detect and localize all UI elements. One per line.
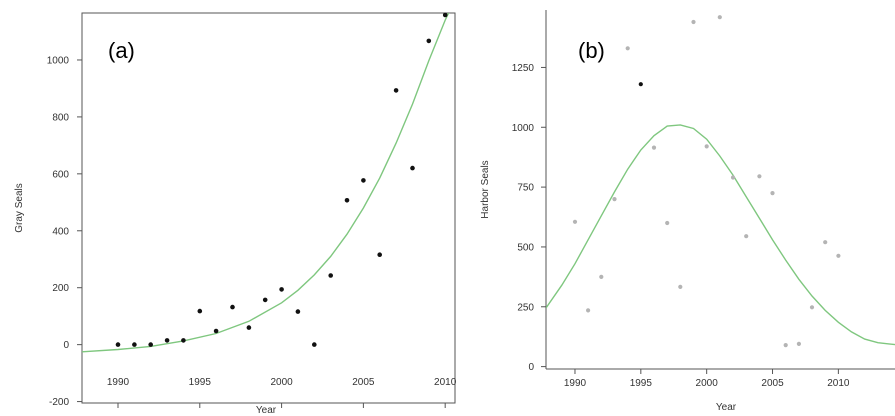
data-point bbox=[809, 305, 815, 310]
data-point bbox=[717, 15, 722, 20]
data-point bbox=[328, 273, 334, 278]
x-tick-label: 1990 bbox=[564, 378, 587, 389]
data-point bbox=[115, 342, 121, 347]
x-tick-label: 2000 bbox=[270, 377, 293, 388]
data-point bbox=[691, 19, 696, 25]
data-point bbox=[744, 234, 749, 239]
data-point bbox=[572, 219, 578, 224]
data-point bbox=[295, 309, 301, 314]
panel-label: (a) bbox=[108, 38, 135, 63]
x-tick-label: 2005 bbox=[761, 378, 784, 389]
fitted-curve bbox=[82, 13, 450, 353]
data-point bbox=[312, 342, 317, 347]
x-tick-label: 2000 bbox=[696, 378, 719, 389]
data-point bbox=[586, 308, 591, 313]
data-point bbox=[230, 304, 235, 310]
y-tick-label: 500 bbox=[517, 242, 534, 253]
y-tick-label: 600 bbox=[52, 169, 69, 180]
data-point bbox=[213, 328, 219, 334]
y-tick-label: 1250 bbox=[512, 63, 535, 74]
data-point bbox=[757, 174, 762, 179]
y-axis-label: Harbor Seals bbox=[480, 160, 491, 218]
data-point bbox=[361, 178, 366, 183]
data-point bbox=[262, 297, 268, 303]
y-tick-label: 200 bbox=[52, 283, 69, 294]
data-point bbox=[625, 46, 630, 51]
y-tick-label: 800 bbox=[52, 112, 69, 123]
fitted-curve bbox=[546, 124, 895, 346]
data-point bbox=[393, 88, 399, 93]
y-tick-label: 750 bbox=[517, 183, 534, 194]
plot-frame bbox=[81, 12, 456, 404]
y-tick-label: 0 bbox=[528, 362, 534, 373]
y-tick-label: 0 bbox=[63, 340, 69, 351]
x-tick-label: 1995 bbox=[630, 378, 653, 389]
data-point bbox=[823, 240, 828, 245]
data-point bbox=[426, 38, 432, 44]
x-tick-label: 2005 bbox=[352, 377, 375, 388]
x-tick-label: 2010 bbox=[434, 377, 457, 388]
data-point bbox=[665, 220, 670, 226]
x-axis-label: Year bbox=[256, 405, 277, 416]
data-point bbox=[836, 253, 841, 258]
x-tick-label: 2010 bbox=[827, 378, 850, 389]
data-point bbox=[599, 274, 604, 279]
data-point bbox=[638, 82, 643, 87]
y-tick-label: -200 bbox=[49, 397, 69, 408]
data-point bbox=[279, 287, 284, 292]
data-point bbox=[148, 342, 153, 347]
x-tick-label: 1990 bbox=[107, 377, 130, 388]
data-point bbox=[770, 191, 775, 196]
data-point bbox=[246, 325, 252, 330]
y-tick-label: 1000 bbox=[512, 123, 535, 134]
data-point bbox=[442, 12, 448, 18]
data-point bbox=[344, 198, 350, 203]
y-tick-label: 400 bbox=[52, 226, 69, 237]
data-point bbox=[197, 308, 203, 314]
data-point bbox=[783, 343, 788, 348]
y-axis-label: Gray Seals bbox=[14, 183, 25, 232]
data-point bbox=[410, 165, 415, 171]
data-point bbox=[651, 145, 657, 150]
data-point bbox=[164, 338, 170, 343]
x-axis-label: Year bbox=[716, 402, 737, 413]
data-point bbox=[132, 342, 137, 347]
data-point bbox=[377, 252, 383, 257]
data-point bbox=[181, 338, 186, 343]
data-point bbox=[612, 197, 617, 202]
data-point bbox=[796, 341, 802, 346]
gray-seals-panel: -200 0 200 400 600 800 1000 1990 1995 2000 2005 201… bbox=[14, 12, 457, 416]
panel-label: (b) bbox=[578, 38, 605, 63]
data-point bbox=[730, 175, 736, 180]
data-point bbox=[704, 144, 709, 149]
data-point bbox=[678, 284, 683, 289]
y-tick-label: 1000 bbox=[47, 55, 70, 66]
y-tick-label: 250 bbox=[517, 302, 534, 313]
x-tick-label: 1995 bbox=[189, 377, 212, 388]
harbor-seals-panel: 0 250 500 750 1000 1250 1990 1995 2000 2005 2010 Ha… bbox=[480, 10, 895, 413]
